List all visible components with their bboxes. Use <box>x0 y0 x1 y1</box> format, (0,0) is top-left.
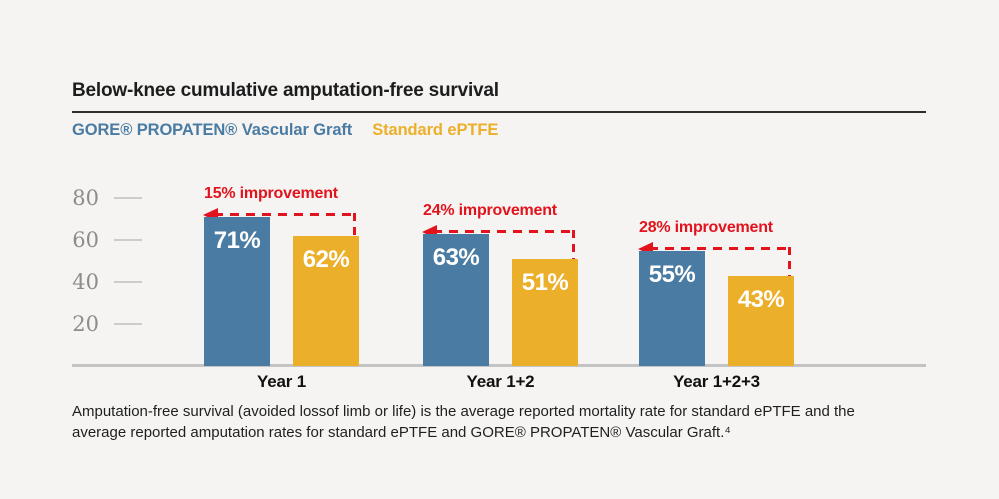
bar-value-label: 62% <box>302 245 350 273</box>
category-label: Year 1+2+3 <box>673 372 760 391</box>
legend-item-propaten: GORE® PROPATEN® Vascular Graft <box>72 121 353 139</box>
improvement-dashed-line <box>649 246 791 250</box>
y-axis-tick: 60 <box>72 227 142 253</box>
tick-mark <box>114 239 142 241</box>
y-axis-tick: 20 <box>72 311 142 337</box>
bar-value-label: 55% <box>648 260 696 288</box>
chart-title: Below-knee cumulative amputation-free su… <box>72 80 499 101</box>
footnote-line2: average reported amputation rates for st… <box>72 424 731 441</box>
improvement-dashed-line <box>433 229 575 233</box>
bar-value-label: 43% <box>737 285 785 313</box>
bar-eptfe: 43% <box>728 275 794 366</box>
legend-item-eptfe: Standard ePTFE <box>372 121 499 139</box>
footnote-line1: Amputation-free survival (avoided lossof… <box>72 403 855 420</box>
bar-group-year1-2-3: 28% improvement 55% 43% Year 1+2+3 <box>638 0 794 499</box>
bar-propaten: 55% <box>639 250 705 366</box>
title-divider <box>72 111 926 113</box>
improvement-dashed-drop <box>788 246 791 276</box>
bar-eptfe: 62% <box>293 235 359 366</box>
bar-group-year1-2: 24% improvement 63% 51% Year 1+2 <box>422 0 578 499</box>
tick-mark <box>114 323 142 325</box>
tick-mark <box>114 197 142 199</box>
bar-propaten: 63% <box>423 233 489 366</box>
y-axis-label: 40 <box>72 270 99 294</box>
improvement-label: 15% improvement <box>204 184 338 202</box>
improvement-label: 28% improvement <box>639 218 773 236</box>
category-label: Year 1+2 <box>466 372 535 391</box>
bar-value-label: 51% <box>521 268 569 296</box>
y-axis-label: 80 <box>72 186 99 210</box>
footnote: Amputation-free survival (avoided lossof… <box>72 401 952 443</box>
y-axis-label: 60 <box>72 228 99 252</box>
tick-mark <box>114 281 142 283</box>
improvement-label: 24% improvement <box>423 201 557 219</box>
y-axis-tick: 80 <box>72 185 142 211</box>
y-axis-label: 20 <box>72 312 99 336</box>
bar-propaten: 71% <box>204 216 270 366</box>
y-axis-tick: 40 <box>72 269 142 295</box>
chart-legend: GORE® PROPATEN® Vascular Graft Standard … <box>72 121 498 140</box>
improvement-dashed-drop <box>572 229 575 259</box>
bar-eptfe: 51% <box>512 258 578 366</box>
x-axis-line <box>72 364 926 367</box>
bar-value-label: 71% <box>213 226 261 254</box>
bar-value-label: 63% <box>432 243 480 271</box>
improvement-dashed-line <box>214 212 356 216</box>
improvement-dashed-drop <box>353 212 356 236</box>
bar-group-year1: 15% improvement 71% 62% Year 1 <box>203 0 359 499</box>
category-label: Year 1 <box>257 372 306 391</box>
